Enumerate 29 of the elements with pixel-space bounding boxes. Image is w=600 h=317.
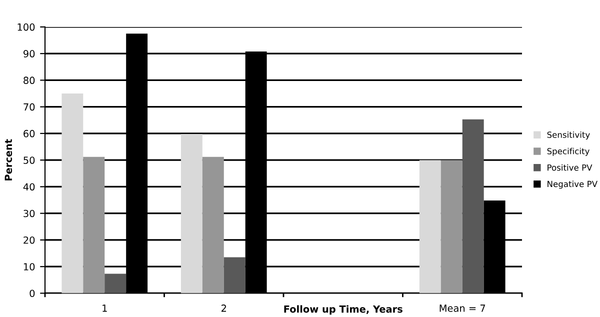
x-axis-title: Follow up Time, Years bbox=[284, 305, 402, 315]
y-tick-label: 100 bbox=[18, 23, 35, 31]
bar bbox=[462, 119, 484, 294]
y-tick-label: 80 bbox=[24, 76, 35, 84]
bar bbox=[224, 257, 246, 294]
y-tick-label: 20 bbox=[24, 236, 35, 244]
x-tick-label: 1 bbox=[102, 304, 107, 312]
legend-label: Negative PV bbox=[548, 180, 598, 189]
y-tick-label: 10 bbox=[24, 263, 35, 270]
bar bbox=[83, 156, 105, 294]
bar bbox=[419, 160, 441, 294]
bar bbox=[180, 134, 202, 294]
y-axis-title: Percent bbox=[4, 139, 12, 180]
bar bbox=[62, 94, 84, 294]
legend-label: Sensitivity bbox=[547, 131, 590, 140]
legend-label: Positive PV bbox=[548, 164, 592, 171]
y-tick-label: 40 bbox=[23, 183, 35, 191]
y-tick-label: 60 bbox=[24, 130, 35, 138]
y-tick-label: 0 bbox=[30, 290, 35, 298]
bar bbox=[440, 160, 462, 294]
y-tick-label: 50 bbox=[24, 156, 35, 164]
legend-label: Specificity bbox=[547, 148, 590, 156]
x-tick-label: 2 bbox=[221, 304, 226, 312]
y-tick-label: 90 bbox=[24, 50, 35, 58]
y-tick-label: 70 bbox=[24, 103, 35, 111]
x-tick-label: Mean = 7 bbox=[440, 304, 486, 312]
bar bbox=[104, 274, 126, 294]
y-tick-label: 30 bbox=[24, 210, 35, 218]
bar bbox=[202, 156, 224, 294]
